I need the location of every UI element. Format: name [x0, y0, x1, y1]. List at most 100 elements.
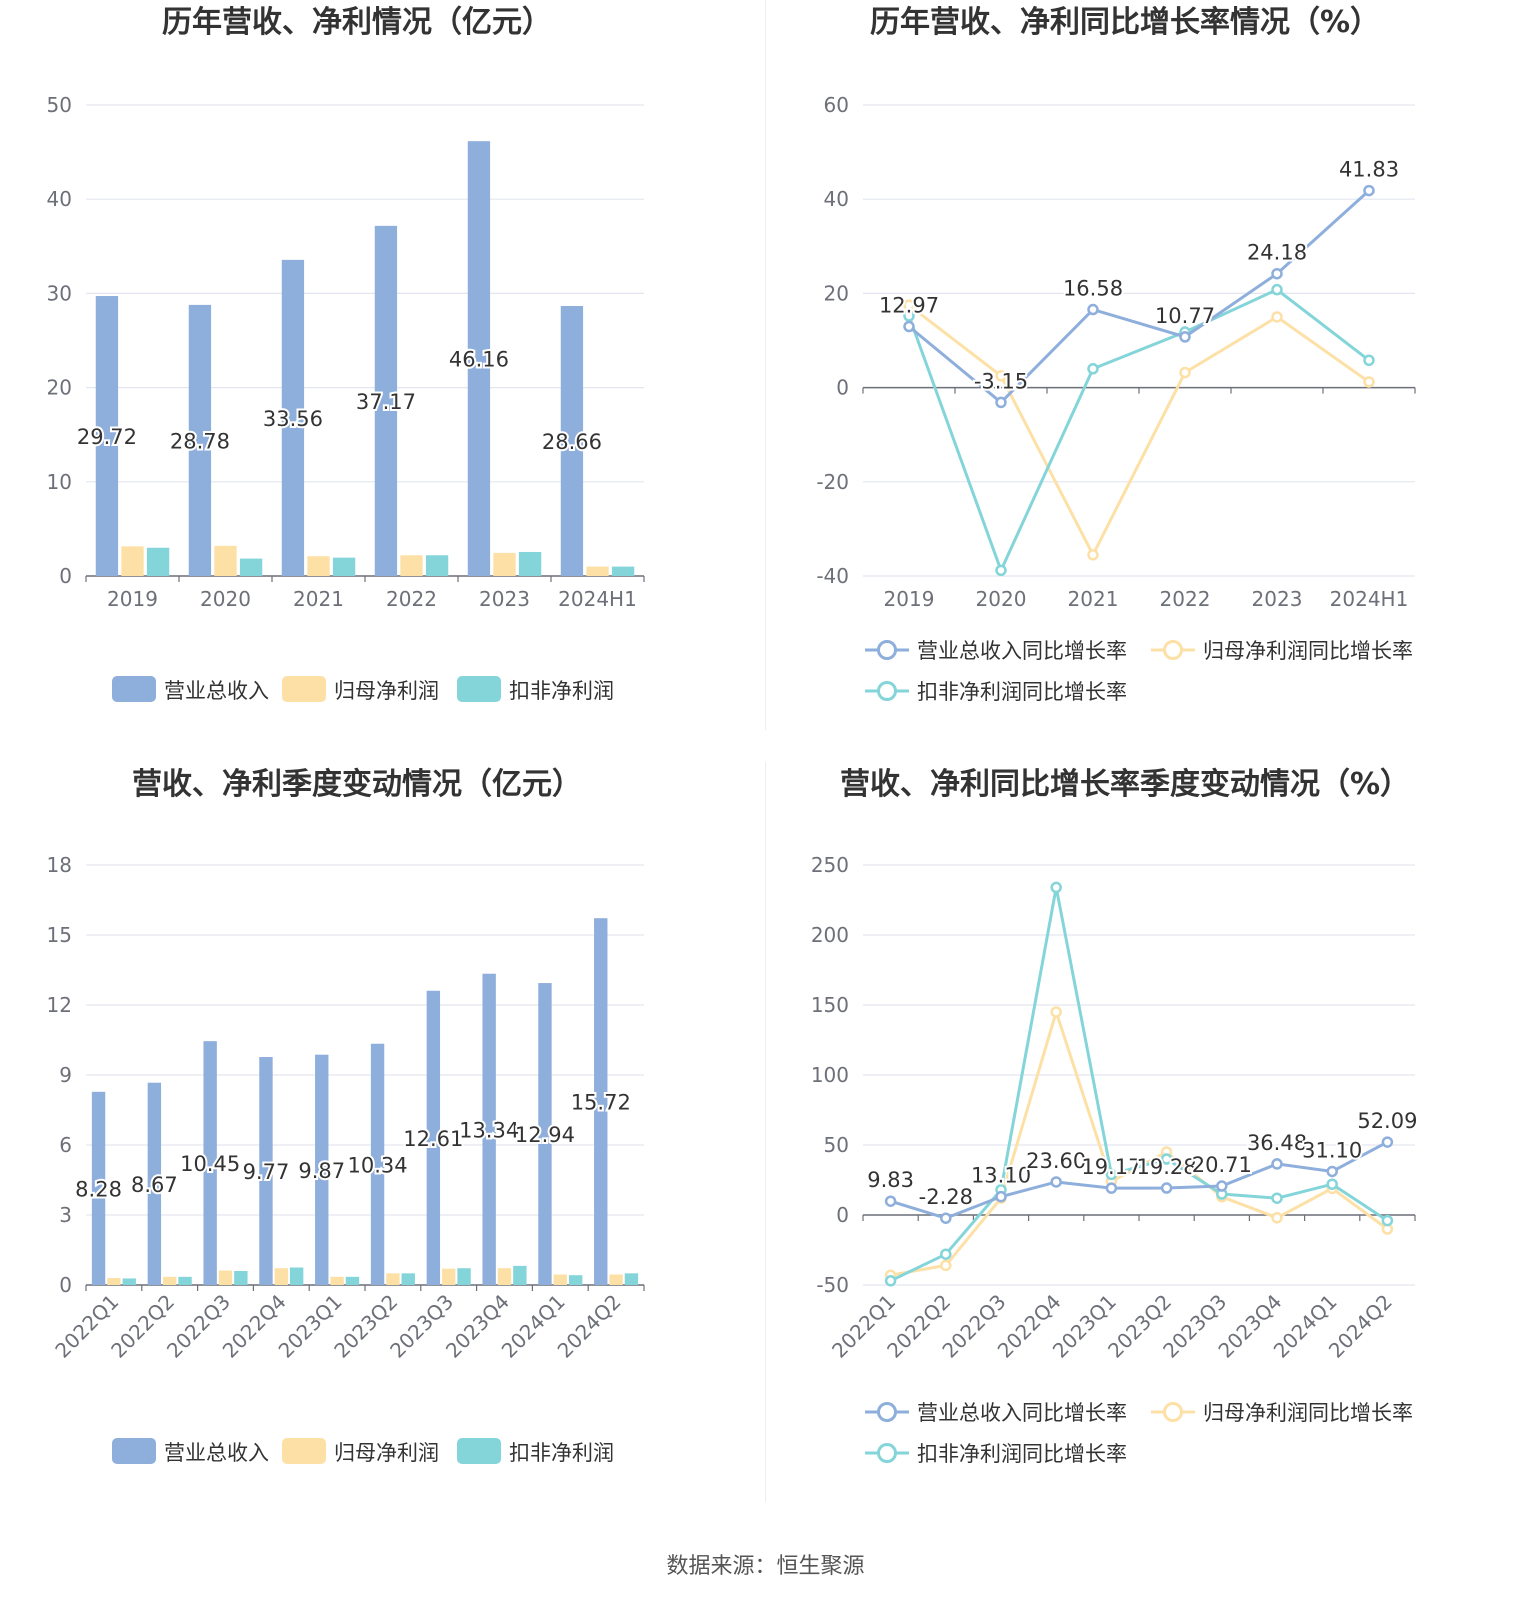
x-tick-label: 2020 — [976, 587, 1027, 611]
legend-marker — [877, 681, 897, 701]
bar-deducted-net-profit — [425, 555, 449, 576]
data-label: -2.28 — [919, 1185, 973, 1209]
y-tick-label: -20 — [816, 470, 849, 494]
data-label: 13.34 — [459, 1118, 519, 1142]
bar-parent-net-profit — [553, 1274, 567, 1285]
point-deducted-net-profit-growth — [903, 310, 915, 322]
data-label: 8.28 — [75, 1177, 122, 1201]
x-tick-label: 2021 — [1068, 587, 1119, 611]
bar-parent-net-profit — [274, 1268, 288, 1285]
data-label: 12.97 — [879, 294, 939, 318]
data-label: 10.45 — [180, 1152, 240, 1176]
data-label: 12.94 — [515, 1123, 575, 1147]
data-label: -3.15 — [974, 369, 1028, 393]
y-tick-label: 6 — [59, 1133, 72, 1157]
point-parent-net-profit-growth — [1363, 376, 1375, 388]
data-label: 28.78 — [170, 429, 230, 453]
point-revenue-growth — [1179, 331, 1191, 343]
bar-parent-net-profit — [163, 1276, 177, 1285]
bar-revenue — [203, 1041, 217, 1285]
divider-bottom — [765, 762, 766, 1502]
point-revenue-growth — [884, 1195, 897, 1207]
bar-parent-net-profit — [121, 546, 144, 576]
bar-parent-net-profit — [330, 1276, 344, 1285]
y-tick-label: 20 — [47, 376, 72, 400]
point-deducted-net-profit-growth — [1326, 1178, 1338, 1190]
chart-panel-quarterly-growth: 营收、净利同比增长率季度变动情况（%） -50 0 50 100 150 200 250 202… — [765, 762, 1525, 1542]
bar-deducted-net-profit — [345, 1276, 360, 1285]
data-label: 46.16 — [449, 348, 509, 372]
legend-label: 营业总收入同比增长率 — [917, 1401, 1127, 1425]
bar-revenue — [374, 225, 398, 577]
data-label: 28.66 — [542, 430, 602, 454]
line-deducted-net-profit-growth — [907, 287, 1370, 575]
x-tick-label: 2019 — [107, 587, 158, 611]
bar-deducted-net-profit — [568, 1275, 583, 1285]
bar-parent-net-profit — [400, 555, 423, 576]
point-revenue-growth — [995, 1190, 1007, 1203]
y-tick-label: 0 — [59, 564, 72, 588]
point-revenue-growth — [1271, 267, 1283, 280]
bar-revenue — [370, 1043, 385, 1285]
point-revenue-growth — [1087, 303, 1099, 316]
point-revenue-growth — [903, 320, 915, 333]
point-deducted-net-profit-growth — [1363, 354, 1375, 367]
bar-deducted-net-profit — [401, 1273, 415, 1285]
point-revenue-growth — [1363, 184, 1375, 197]
legend-swatch — [282, 1438, 326, 1464]
y-tick-label: 12 — [47, 993, 72, 1017]
legend-label: 扣非净利润同比增长率 — [917, 1442, 1127, 1466]
data-label: 37.17 — [356, 390, 416, 414]
y-tick-label: 40 — [47, 187, 72, 211]
data-label: 19.28 — [1137, 1155, 1197, 1179]
point-deducted-net-profit-growth — [884, 1275, 897, 1287]
x-tick-label: 2019 — [884, 587, 935, 611]
bar-deducted-net-profit — [122, 1278, 136, 1285]
legend-label: 归母净利润 — [334, 679, 439, 703]
y-tick-label: 0 — [836, 1203, 849, 1227]
point-deducted-net-profit-growth — [1271, 283, 1283, 296]
legend-swatch — [282, 676, 326, 702]
x-tick-label: 2024H1 — [1330, 587, 1409, 611]
legend-swatch — [112, 676, 156, 702]
data-label: 19.17 — [1081, 1155, 1141, 1179]
y-tick-label: 10 — [47, 470, 72, 494]
data-label: 16.58 — [1063, 277, 1123, 301]
bar-parent-net-profit — [442, 1268, 456, 1285]
chart-annual-amounts: 历年营收、净利情况（亿元） 0 10 20 30 40 50 2019 2020 2021 2022… — [47, 5, 645, 703]
y-tick-label: 9 — [59, 1063, 72, 1087]
chart-title: 营收、净利同比增长率季度变动情况（%） — [840, 767, 1410, 802]
point-parent-net-profit-growth — [1179, 366, 1191, 379]
chart-panel-quarterly-amounts: 营收、净利季度变动情况（亿元） 0 3 6 9 12 15 18 2022Q1 2022Q2 202… — [0, 762, 760, 1542]
y-tick-label: 60 — [824, 93, 849, 117]
data-label: 52.09 — [1357, 1109, 1417, 1133]
divider-top — [765, 0, 766, 730]
point-revenue-growth — [1216, 1180, 1228, 1192]
bar-revenue — [95, 296, 119, 576]
bar-revenue — [91, 1091, 106, 1285]
legend-marker — [877, 640, 897, 660]
data-source-note: 数据来源：恒生聚源 — [666, 1554, 865, 1579]
x-tick-label: 2023 — [1252, 587, 1303, 611]
point-parent-net-profit-growth — [1050, 1006, 1062, 1018]
legend-label: 扣非净利润 — [509, 679, 614, 703]
point-deducted-net-profit-growth — [1050, 881, 1062, 894]
y-tick-label: 200 — [811, 923, 849, 947]
legend-label: 归母净利润 — [334, 1441, 439, 1465]
y-tick-label: 40 — [824, 187, 849, 211]
point-parent-net-profit-growth — [995, 370, 1007, 382]
y-tick-label: 3 — [59, 1203, 72, 1227]
data-label: 13.10 — [971, 1164, 1031, 1188]
y-tick-label: 150 — [811, 993, 849, 1017]
point-revenue-growth — [1271, 1158, 1283, 1170]
data-label: 9.77 — [243, 1160, 290, 1184]
data-label: 29.72 — [77, 425, 137, 449]
chart-title: 营收、净利季度变动情况（亿元） — [132, 767, 582, 802]
bar-deducted-net-profit — [332, 557, 356, 576]
bar-revenue — [482, 973, 496, 1285]
bar-parent-net-profit — [107, 1278, 121, 1285]
data-label: 31.10 — [1302, 1138, 1362, 1162]
y-tick-label: 15 — [47, 923, 72, 947]
y-tick-label: 20 — [824, 281, 849, 305]
legend-swatch — [457, 1438, 501, 1464]
